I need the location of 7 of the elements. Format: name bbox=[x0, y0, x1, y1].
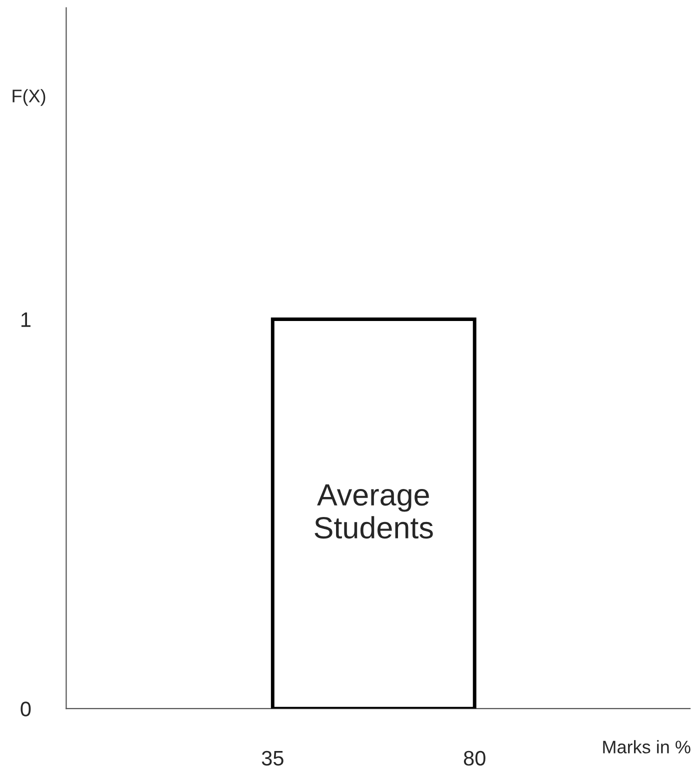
y-tick-label: 1 bbox=[21, 312, 30, 327]
x-axis-title: Marks in % bbox=[603, 740, 690, 754]
y-axis-title: F(X) bbox=[12, 89, 46, 106]
x-tick-label: 35 bbox=[262, 750, 284, 766]
y-tick-label: 0 bbox=[20, 702, 31, 716]
annotation: Average Students bbox=[314, 484, 433, 539]
x-tick-label: 80 bbox=[464, 750, 486, 766]
